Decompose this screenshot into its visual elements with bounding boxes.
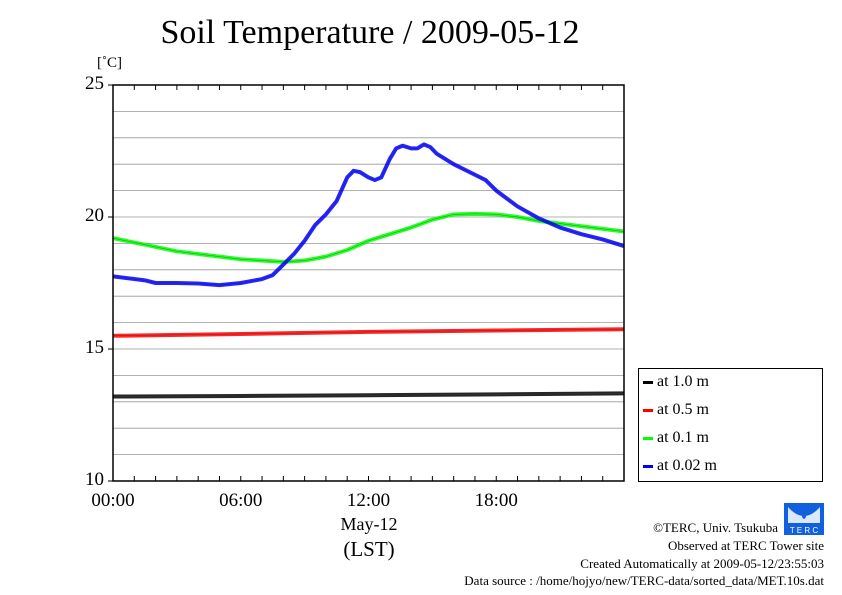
- legend-item: at 0.1 m: [643, 429, 709, 447]
- y-tick-label: 10: [85, 469, 104, 490]
- y-tick-label: 15: [85, 337, 104, 358]
- copyright: ©TERC, Univ. Tsukuba: [653, 520, 778, 535]
- x-tick-label: 00:00: [91, 490, 135, 511]
- legend-item: at 0.02 m: [643, 457, 717, 475]
- svg-text:T E R C: T E R C: [790, 526, 819, 535]
- legend-item: at 1.0 m: [643, 373, 709, 391]
- legend: at 1.0 m at 0.5 m at 0.1 m at 0.02 m: [638, 368, 823, 482]
- legend-label: at 0.5 m: [657, 401, 709, 418]
- legend-label: at 0.02 m: [657, 457, 717, 474]
- legend-item: at 0.5 m: [643, 401, 709, 419]
- y-axis-unit: [˚C]: [97, 55, 122, 71]
- observed-note: Observed at TERC Tower site: [667, 538, 824, 553]
- legend-swatch: [643, 408, 653, 412]
- x-tick-label: 12:00: [346, 490, 391, 511]
- series-line-3: [112, 142, 625, 288]
- series-edge-3: [112, 144, 625, 286]
- series-line-0: [112, 391, 625, 399]
- legend-swatch: [643, 380, 653, 384]
- legend-label: at 1.0 m: [657, 373, 709, 390]
- date-label: May-12: [340, 514, 398, 534]
- series-edge-1: [112, 328, 625, 337]
- y-tick-label: 25: [85, 73, 104, 94]
- legend-swatch: [643, 436, 653, 440]
- terc-logo: T E R C: [784, 503, 824, 535]
- x-tick-label: 06:00: [219, 490, 263, 511]
- created-note: Created Automatically at 2009-05-12/23:5…: [580, 556, 824, 571]
- x-axis-label: (LST): [343, 537, 395, 561]
- x-tick-label: 18:00: [474, 490, 518, 511]
- y-tick-label: 20: [85, 205, 104, 226]
- plot-frame: [112, 84, 625, 482]
- data-source-note: Data source : /home/hojyo/new/TERC-data/…: [464, 573, 824, 588]
- chart-title: Soil Temperature / 2009-05-12: [160, 14, 580, 51]
- legend-label: at 0.1 m: [657, 429, 709, 446]
- legend-swatch: [643, 464, 653, 468]
- series-edge-0: [112, 393, 625, 397]
- series-line-1: [112, 327, 625, 338]
